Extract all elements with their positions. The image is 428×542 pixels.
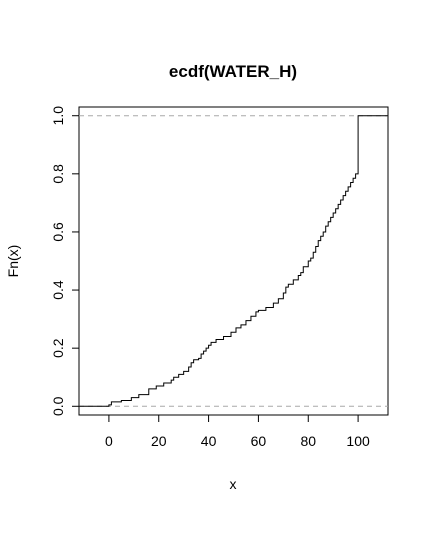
y-tick-label-2: 0.4 [50, 280, 66, 300]
plot-frame [78, 106, 389, 416]
x-tick-label-0: 0 [105, 433, 113, 449]
y-tick-label-0: 0.0 [50, 396, 66, 416]
y-tick-label-1: 0.2 [50, 338, 66, 358]
x-tick-label-4: 80 [300, 433, 316, 449]
x-axis: 0 20 40 60 80 100 [105, 415, 370, 449]
y-tick-label-5: 1.0 [50, 106, 66, 126]
chart-title: ecdf(WATER_H) [169, 62, 297, 81]
ecdf-step-line [79, 115, 388, 407]
x-axis-label: x [230, 476, 237, 492]
x-tick-label-2: 40 [201, 433, 217, 449]
x-tick-label-5: 100 [346, 433, 370, 449]
y-tick-label-3: 0.6 [50, 222, 66, 242]
y-axis: 0.0 0.2 0.4 0.6 0.8 1.0 [50, 106, 79, 416]
reference-lines [79, 115, 388, 407]
y-axis-label: Fn(x) [5, 245, 21, 278]
x-tick-label-3: 60 [251, 433, 267, 449]
x-tick-label-1: 20 [151, 433, 167, 449]
y-tick-label-4: 0.8 [50, 164, 66, 184]
